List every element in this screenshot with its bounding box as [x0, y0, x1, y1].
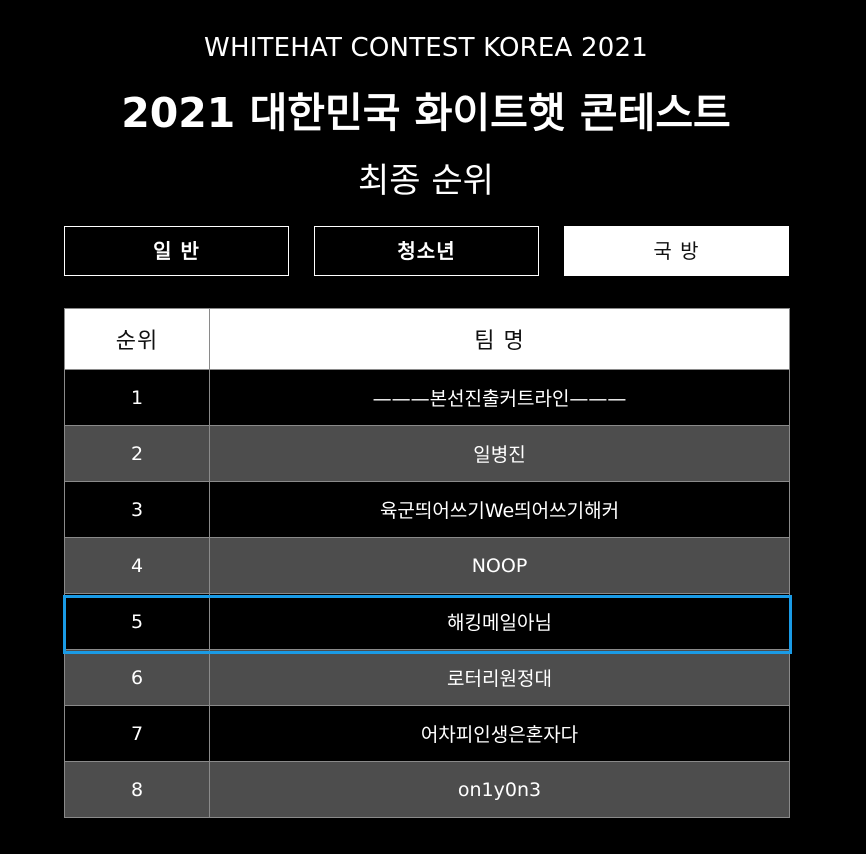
team-name-cell: 육군띄어쓰기We띄어쓰기해커 [209, 481, 790, 538]
team-name-cell: 로터리원정대 [209, 649, 790, 706]
rank-cell: 5 [64, 593, 210, 650]
table-row: 6 로터리원정대 [64, 649, 790, 706]
tab-youth[interactable]: 청소년 [314, 226, 539, 276]
table-row: 3 육군띄어쓰기We띄어쓰기해커 [64, 481, 790, 538]
table-row: 4 NOOP [64, 537, 790, 594]
team-name-cell: 어차피인생은혼자다 [209, 705, 790, 762]
rank-cell: 6 [64, 649, 210, 706]
final-ranking-title: 최종 순위 [358, 161, 494, 201]
team-name-cell: on1y0n3 [209, 761, 790, 818]
tab-military[interactable]: 국 방 [564, 226, 789, 276]
table-row: 2 일병진 [64, 425, 790, 482]
rank-cell: 7 [64, 705, 210, 762]
team-column-header: 팀 명 [209, 308, 790, 370]
table-row: 7 어차피인생은혼자다 [64, 705, 790, 762]
rank-cell: 4 [64, 537, 210, 594]
rank-column-header: 순위 [64, 308, 210, 370]
table-row-highlighted: 5 해킹메일아님 [64, 593, 790, 650]
team-name-cell: ———본선진출커트라인——— [209, 369, 790, 426]
table-row: 8 on1y0n3 [64, 761, 790, 818]
rank-cell: 2 [64, 425, 210, 482]
rank-cell: 1 [64, 369, 210, 426]
team-name-cell: 일병진 [209, 425, 790, 482]
contest-subtitle: WHITEHAT CONTEST KOREA 2021 [204, 33, 648, 63]
tab-general[interactable]: 일 반 [64, 226, 289, 276]
rank-cell: 3 [64, 481, 210, 538]
rank-cell: 8 [64, 761, 210, 818]
category-tabs: 일 반 청소년 국 방 [64, 226, 790, 276]
table-row: 1 ———본선진출커트라인——— [64, 369, 790, 426]
ranking-table: 순위 팀 명 1 ———본선진출커트라인——— 2 일병진 3 육군띄어쓰기We… [64, 308, 790, 818]
team-name-cell: 해킹메일아님 [209, 593, 790, 650]
team-name-cell: NOOP [209, 537, 790, 594]
table-header-row: 순위 팀 명 [64, 308, 790, 370]
contest-title: 2021 대한민국 화이트햇 콘테스트 [121, 89, 731, 137]
